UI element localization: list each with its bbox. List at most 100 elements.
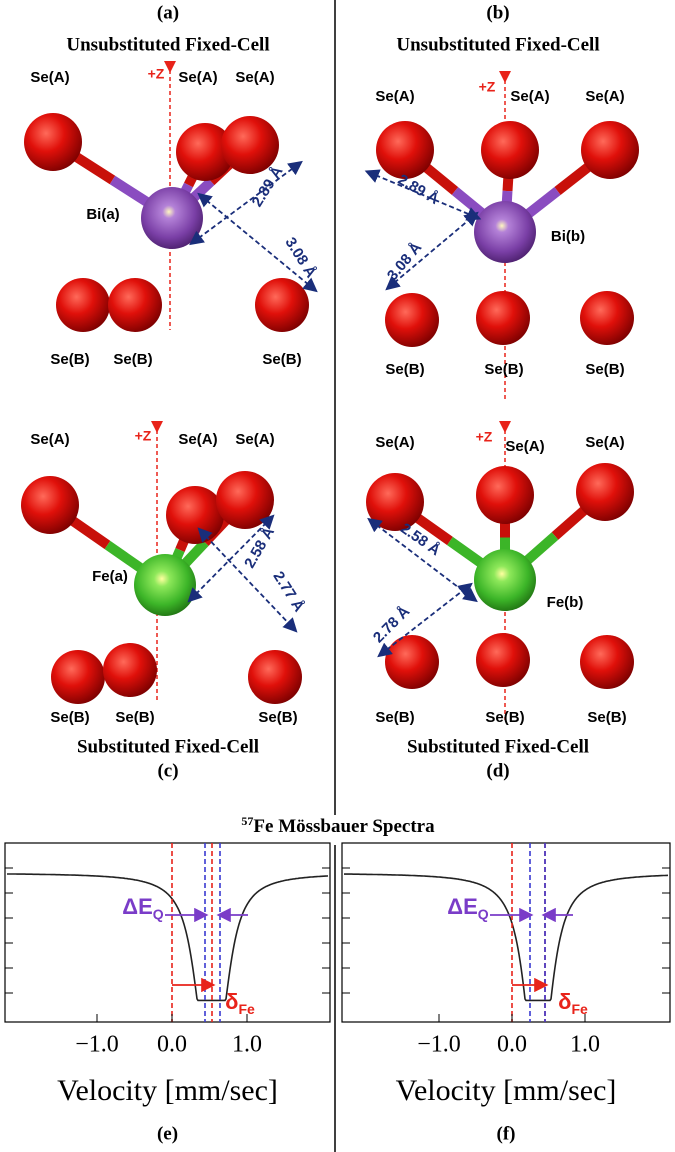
atom-label: Se(B) xyxy=(375,709,414,726)
subscript: Fe xyxy=(239,1001,256,1017)
subscript: Q xyxy=(153,906,164,922)
se-atom xyxy=(366,473,424,531)
panel-label: (f) xyxy=(497,1123,516,1144)
se-atom xyxy=(248,650,302,704)
atom-label: Se(A) xyxy=(375,88,414,105)
atom-label: Se(A) xyxy=(510,88,549,105)
x-tick-label: −1.0 xyxy=(417,1032,461,1058)
atom-label: Bi(a) xyxy=(86,206,119,223)
se-atom xyxy=(476,291,530,345)
distance-arrow xyxy=(367,517,478,603)
atom-label: Se(A) xyxy=(585,88,624,105)
se-atom xyxy=(385,635,439,689)
x-tick-label: 0.0 xyxy=(497,1032,527,1058)
spectrum-curve xyxy=(344,873,669,1002)
panel-label: (b) xyxy=(486,2,509,23)
panel-label: (d) xyxy=(486,760,509,781)
axis-label: +Z xyxy=(135,428,152,444)
quad-split-label: ΔEQ xyxy=(447,894,489,922)
plot-frame xyxy=(4,842,331,1023)
subscript: Q xyxy=(478,906,489,922)
isomer-shift-label: δFe xyxy=(225,989,255,1017)
se-atom xyxy=(24,113,82,171)
atom-label: Se(B) xyxy=(385,361,424,378)
se-atom xyxy=(476,466,534,524)
se-atom xyxy=(216,471,274,529)
distance-arrow xyxy=(364,169,482,221)
atom-label: Se(A) xyxy=(505,438,544,455)
atom-label: Se(A) xyxy=(585,434,624,451)
se-atom xyxy=(21,476,79,534)
atom-label: Se(B) xyxy=(113,351,152,368)
atom-label: Se(A) xyxy=(30,69,69,86)
axis-label: +Z xyxy=(479,79,496,95)
title-text: Fe Mössbauer Spectra xyxy=(253,816,435,837)
x-tick-label: 1.0 xyxy=(570,1032,600,1058)
atom-label: Se(B) xyxy=(50,709,89,726)
atom-label: Se(A) xyxy=(375,434,414,451)
panel-label: (e) xyxy=(157,1123,178,1144)
atom-label: Se(B) xyxy=(258,709,297,726)
se-atom xyxy=(580,635,634,689)
atom-label: Se(B) xyxy=(585,361,624,378)
x-tick-label: 1.0 xyxy=(232,1032,262,1058)
atom-label: Se(A) xyxy=(235,69,274,86)
atom-label: Se(B) xyxy=(484,361,523,378)
atom-label: Se(A) xyxy=(235,431,274,448)
superscript: 57 xyxy=(241,814,253,828)
se-atom xyxy=(51,650,105,704)
atom-label: Bi(b) xyxy=(551,228,585,245)
atom-label: Se(B) xyxy=(587,709,626,726)
distance-arrow xyxy=(197,192,318,293)
se-atom xyxy=(108,278,162,332)
x-tick-label: 0.0 xyxy=(157,1032,187,1058)
se-atom xyxy=(580,291,634,345)
panel-title: Unsubstituted Fixed-Cell xyxy=(396,34,599,55)
axis-label: +Z xyxy=(476,429,493,445)
se-atom xyxy=(376,121,434,179)
symbol: δ xyxy=(558,989,571,1014)
atom-label: Se(B) xyxy=(50,351,89,368)
plot-frame xyxy=(341,842,671,1023)
x-tick-label: −1.0 xyxy=(75,1032,119,1058)
atom-label: Se(A) xyxy=(30,431,69,448)
se-atom xyxy=(255,278,309,332)
x-axis-title: Velocity [mm/sec] xyxy=(57,1074,278,1107)
center-atom xyxy=(474,201,536,263)
distance-arrow xyxy=(385,211,479,291)
atom-label: Se(A) xyxy=(178,431,217,448)
panel-title: Substituted Fixed-Cell xyxy=(77,736,259,757)
panel-label: (a) xyxy=(157,2,179,23)
center-atom xyxy=(134,554,196,616)
distance-label: 3.08 Å xyxy=(282,234,320,281)
isomer-shift-label: δFe xyxy=(558,989,588,1017)
distance-arrow xyxy=(377,582,473,658)
spectrum-curve xyxy=(7,873,329,1002)
se-atom xyxy=(481,121,539,179)
spectra-title: 57Fe Mössbauer Spectra xyxy=(241,814,435,838)
quad-split-label: ΔEQ xyxy=(122,894,164,922)
atom-label: Fe(a) xyxy=(92,568,128,585)
se-atom xyxy=(221,116,279,174)
se-atom xyxy=(56,278,110,332)
axis-label: +Z xyxy=(148,66,165,82)
atom-label: Se(B) xyxy=(485,709,524,726)
atom-label: Se(A) xyxy=(178,69,217,86)
se-atom xyxy=(581,121,639,179)
panel-title: Unsubstituted Fixed-Cell xyxy=(66,34,269,55)
se-atom xyxy=(385,293,439,347)
symbol: ΔE xyxy=(122,894,153,919)
se-atom xyxy=(476,633,530,687)
distance-label: 2.58 Å xyxy=(241,524,278,571)
atom-label: Fe(b) xyxy=(547,594,584,611)
symbol: δ xyxy=(225,989,238,1014)
panel-title: Substituted Fixed-Cell xyxy=(407,736,589,757)
center-atom xyxy=(141,187,203,249)
subscript: Fe xyxy=(572,1001,589,1017)
center-atom xyxy=(474,549,536,611)
distance-arrow xyxy=(197,527,298,633)
atom-label: Se(B) xyxy=(262,351,301,368)
symbol: ΔE xyxy=(447,894,478,919)
